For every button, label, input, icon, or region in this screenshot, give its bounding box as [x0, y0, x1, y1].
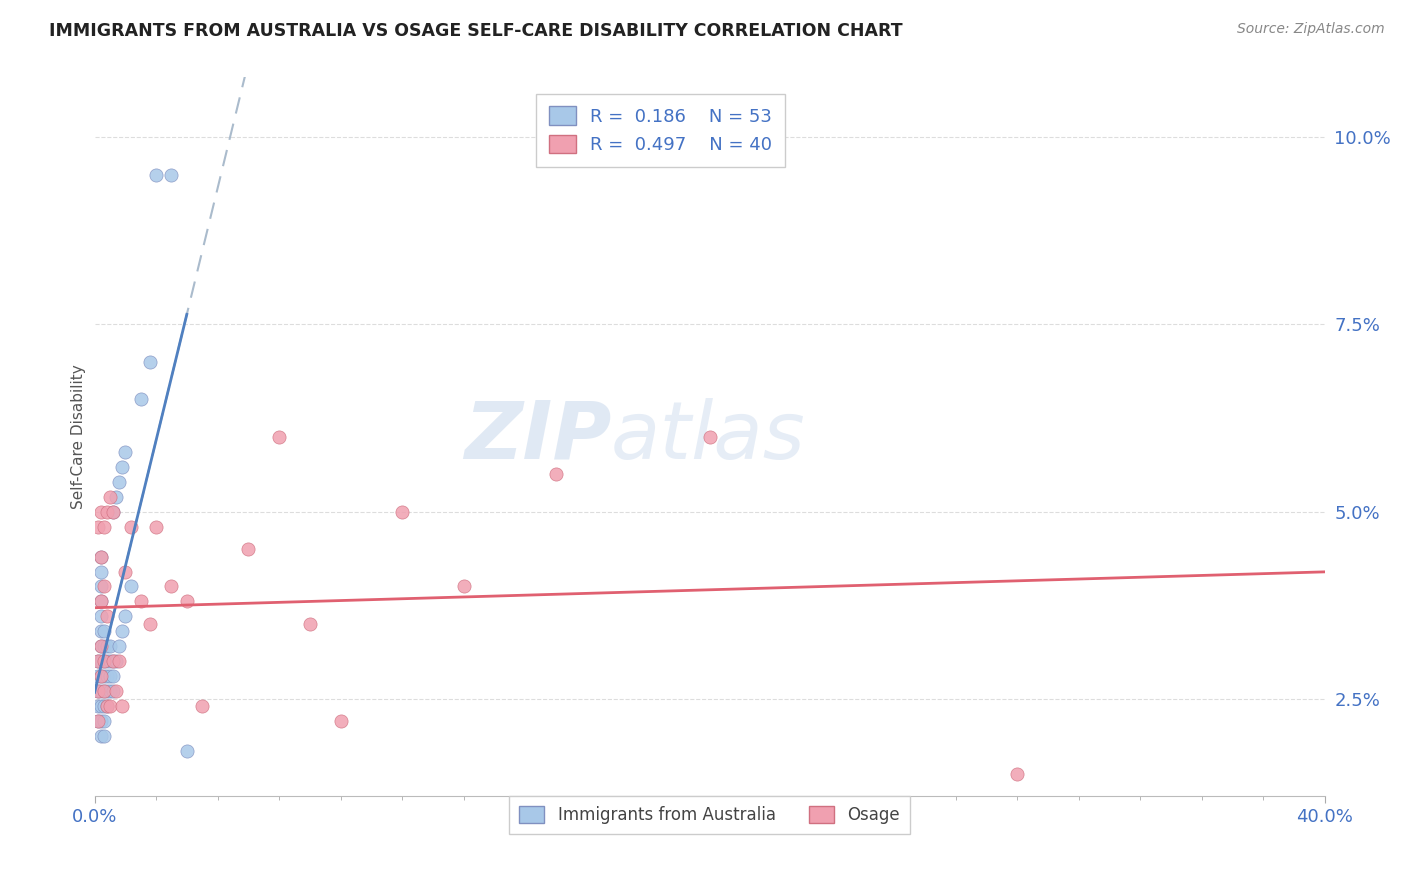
- Point: [98, 699, 121, 714]
- Point: [86, 519, 108, 533]
- Point: [176, 744, 198, 758]
- Point: [129, 594, 152, 608]
- Point: [129, 392, 152, 407]
- Point: [96, 609, 118, 624]
- Point: [160, 579, 183, 593]
- Point: [108, 640, 131, 654]
- Point: [114, 565, 136, 579]
- Point: [90, 565, 112, 579]
- Point: [105, 490, 128, 504]
- Point: [114, 444, 136, 458]
- Point: [101, 684, 124, 698]
- Point: [98, 490, 121, 504]
- Point: [121, 519, 143, 533]
- Point: [98, 684, 121, 698]
- Point: [90, 654, 112, 668]
- Point: [86, 699, 108, 714]
- Point: [105, 654, 128, 668]
- Point: [111, 624, 134, 639]
- Point: [96, 640, 118, 654]
- Point: [90, 669, 112, 683]
- Point: [90, 594, 112, 608]
- Point: [139, 616, 162, 631]
- Point: [86, 654, 108, 668]
- Point: [90, 669, 112, 683]
- Point: [93, 640, 115, 654]
- Text: IMMIGRANTS FROM AUSTRALIA VS OSAGE SELF-CARE DISABILITY CORRELATION CHART: IMMIGRANTS FROM AUSTRALIA VS OSAGE SELF-…: [49, 22, 903, 40]
- Point: [90, 640, 112, 654]
- Point: [108, 654, 131, 668]
- Point: [90, 640, 112, 654]
- Point: [96, 654, 118, 668]
- Point: [90, 624, 112, 639]
- Point: [93, 699, 115, 714]
- Point: [101, 669, 124, 683]
- Point: [90, 729, 112, 743]
- Point: [298, 616, 321, 631]
- Point: [101, 505, 124, 519]
- Point: [121, 579, 143, 593]
- Point: [90, 549, 112, 564]
- Point: [145, 168, 167, 182]
- Point: [90, 594, 112, 608]
- Point: [111, 459, 134, 474]
- Text: ZIP: ZIP: [464, 398, 612, 475]
- Point: [96, 699, 118, 714]
- Point: [98, 654, 121, 668]
- Point: [453, 579, 475, 593]
- Point: [96, 505, 118, 519]
- Point: [90, 505, 112, 519]
- Point: [93, 669, 115, 683]
- Point: [93, 729, 115, 743]
- Point: [176, 594, 198, 608]
- Point: [96, 699, 118, 714]
- Point: [86, 684, 108, 698]
- Point: [139, 355, 162, 369]
- Point: [86, 714, 108, 729]
- Point: [267, 430, 290, 444]
- Point: [96, 669, 118, 683]
- Point: [93, 519, 115, 533]
- Point: [1005, 766, 1028, 780]
- Point: [544, 467, 567, 482]
- Point: [90, 699, 112, 714]
- Point: [93, 684, 115, 698]
- Point: [145, 519, 167, 533]
- Point: [86, 669, 108, 683]
- Point: [93, 684, 115, 698]
- Point: [90, 549, 112, 564]
- Point: [86, 714, 108, 729]
- Text: Source: ZipAtlas.com: Source: ZipAtlas.com: [1237, 22, 1385, 37]
- Point: [101, 505, 124, 519]
- Point: [90, 714, 112, 729]
- Point: [90, 684, 112, 698]
- Point: [191, 699, 214, 714]
- Point: [98, 640, 121, 654]
- Legend: Immigrants from Australia, Osage: Immigrants from Australia, Osage: [509, 797, 910, 835]
- Point: [160, 168, 183, 182]
- Point: [329, 714, 352, 729]
- Point: [90, 609, 112, 624]
- Y-axis label: Self-Care Disability: Self-Care Disability: [72, 365, 86, 509]
- Point: [699, 430, 721, 444]
- Point: [86, 684, 108, 698]
- Point: [108, 475, 131, 489]
- Point: [111, 699, 134, 714]
- Point: [86, 654, 108, 668]
- Point: [93, 654, 115, 668]
- Point: [93, 579, 115, 593]
- Point: [93, 654, 115, 668]
- Point: [391, 505, 413, 519]
- Point: [93, 714, 115, 729]
- Point: [90, 579, 112, 593]
- Point: [96, 684, 118, 698]
- Point: [93, 624, 115, 639]
- Point: [98, 669, 121, 683]
- Point: [238, 542, 260, 557]
- Text: atlas: atlas: [612, 398, 806, 475]
- Point: [101, 654, 124, 668]
- Point: [105, 684, 128, 698]
- Point: [101, 654, 124, 668]
- Point: [114, 609, 136, 624]
